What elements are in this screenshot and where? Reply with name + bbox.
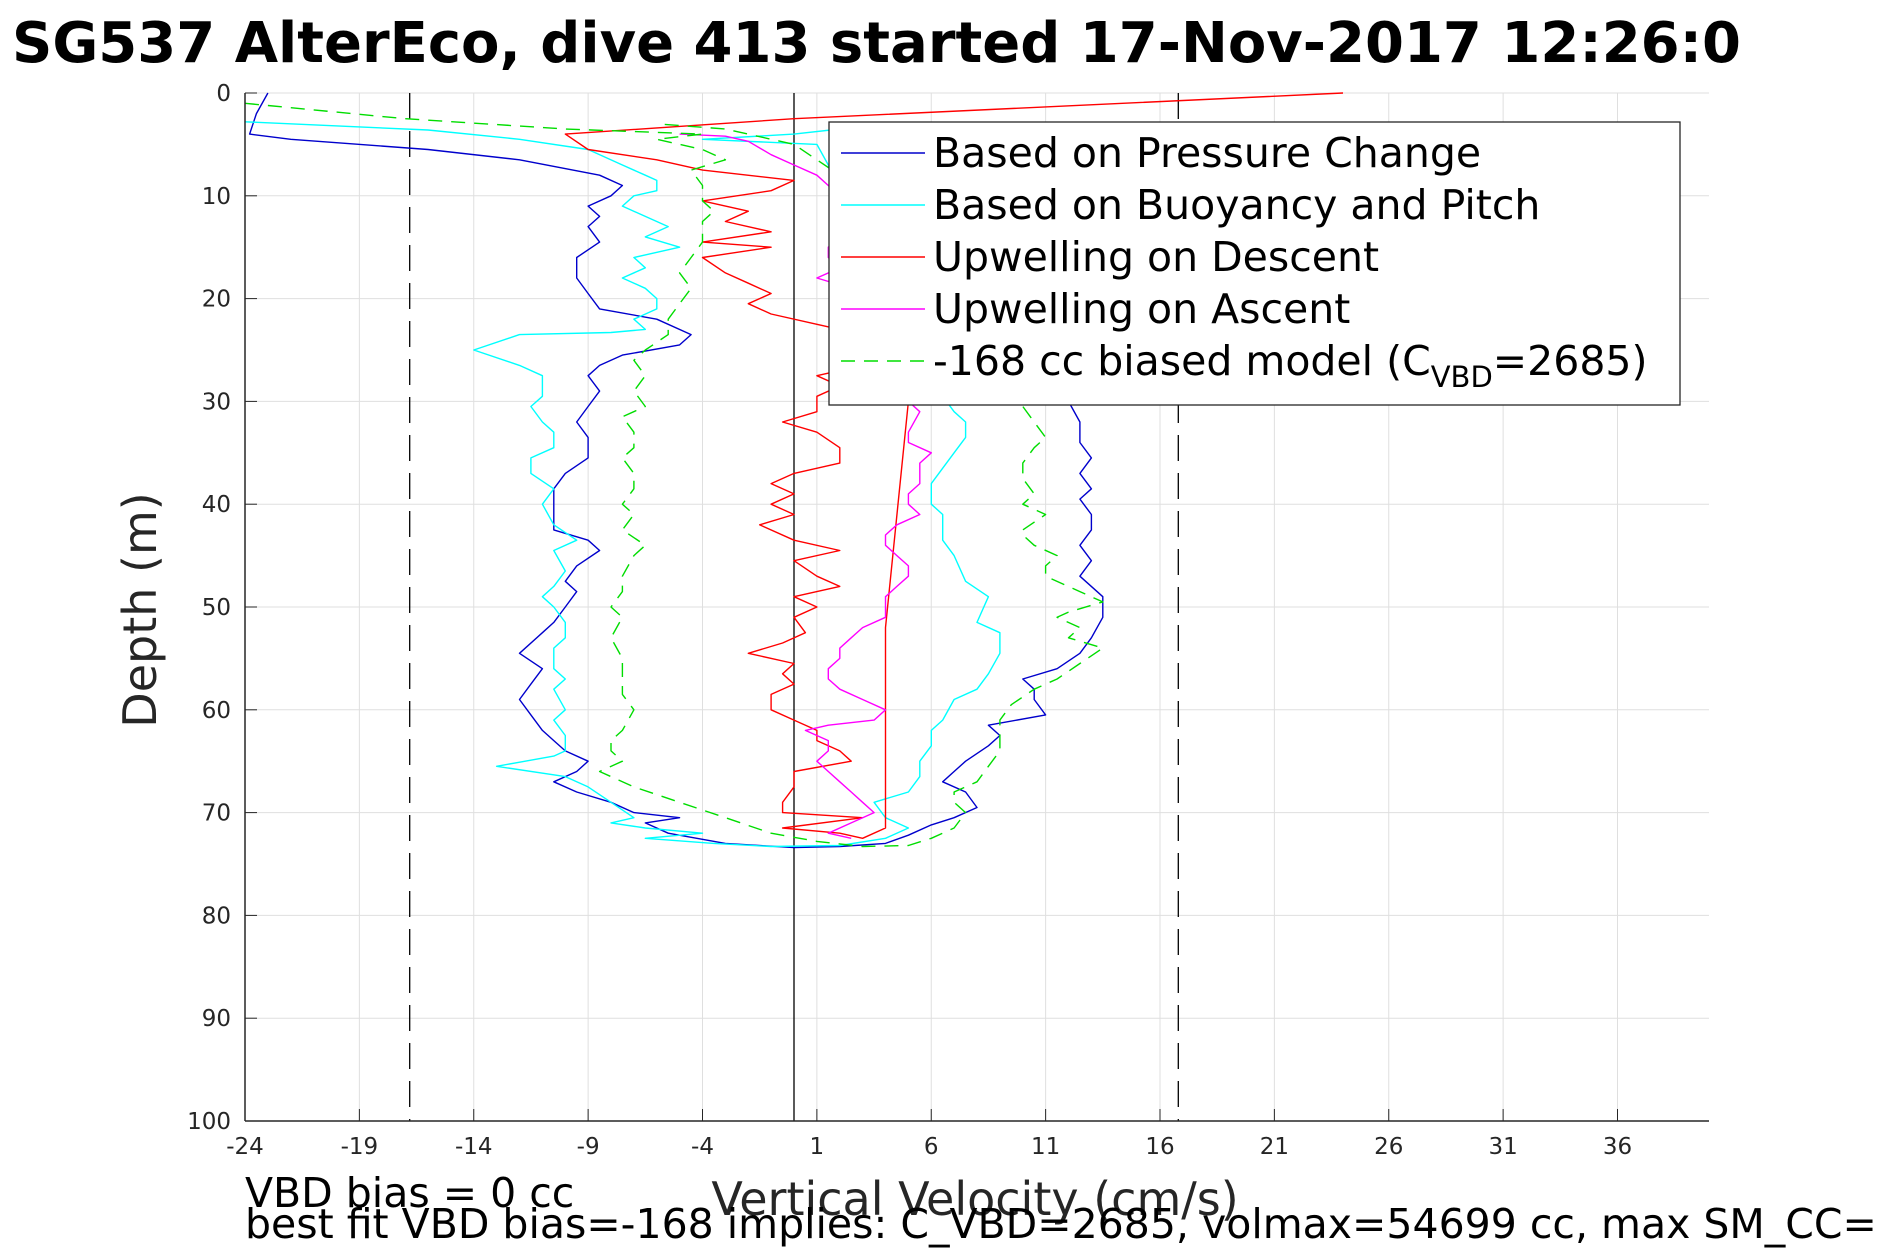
x-tick-label: 26 — [1374, 1134, 1403, 1160]
y-tick-label: 50 — [202, 595, 231, 621]
y-tick-label: 30 — [202, 389, 231, 415]
x-tick-label: 31 — [1488, 1134, 1517, 1160]
y-tick-label: 100 — [187, 1109, 231, 1135]
y-tick-label: 60 — [202, 698, 231, 724]
footer-vbd-bias: VBD bias = 0 cc — [245, 1169, 574, 1217]
x-tick-label: -9 — [577, 1134, 600, 1160]
y-tick-label: 10 — [202, 184, 231, 210]
legend-label-pressure: Based on Pressure Change — [933, 129, 1481, 177]
legend-label-up_ascent: Upwelling on Ascent — [933, 285, 1350, 333]
x-tick-label: 16 — [1145, 1134, 1174, 1160]
y-tick-label: 90 — [202, 1006, 231, 1032]
series-line-up_ascent — [679, 133, 932, 839]
x-tick-label: 6 — [924, 1134, 939, 1160]
x-tick-label: -19 — [341, 1134, 379, 1160]
y-tick-label: 40 — [202, 492, 231, 518]
y-tick-label: 70 — [202, 801, 231, 827]
x-tick-label: -14 — [455, 1134, 493, 1160]
legend-box — [828, 121, 1681, 406]
legend-label-subscript: VBD — [1431, 360, 1493, 394]
y-tick-label: 80 — [202, 903, 231, 929]
legend-label-buoyancy: Based on Buoyancy and Pitch — [933, 181, 1540, 229]
chart-title: SG537 AlterEco, dive 413 started 17-Nov-… — [12, 11, 1741, 76]
x-tick-label: 36 — [1603, 1134, 1632, 1160]
x-tick-label: 1 — [810, 1134, 825, 1160]
x-tick-label: 11 — [1031, 1134, 1060, 1160]
legend-label-model: -168 cc biased model (CVBD=2685) — [933, 337, 1648, 394]
legend-label-main: -168 cc biased model (C — [933, 337, 1431, 385]
tick-labels: -24 -19 -14 -9 -4 1 6 11 16 21 26 31 360102030405060… — [187, 81, 1632, 1160]
y-tick-label: 20 — [202, 287, 231, 313]
plot-series — [245, 92, 1344, 849]
y-tick-label: 0 — [216, 81, 231, 107]
legend-label-up_descent: Upwelling on Descent — [933, 233, 1379, 281]
x-tick-label: -4 — [691, 1134, 714, 1160]
footer-best-fit: best fit VBD bias=-168 implies: C_VBD=26… — [245, 1200, 1877, 1248]
x-tick-label: 21 — [1260, 1134, 1289, 1160]
y-axis-label: Depth (m) — [113, 492, 167, 727]
plot-axes — [244, 92, 1709, 1122]
series-line-model — [245, 102, 1104, 848]
x-tick-label: -24 — [226, 1134, 264, 1160]
series-line-buoyancy — [245, 121, 1001, 848]
legend-label-tail: =2685) — [1493, 337, 1648, 385]
x-axis-label: Vertical Velocity (cm/s) — [711, 1172, 1238, 1226]
